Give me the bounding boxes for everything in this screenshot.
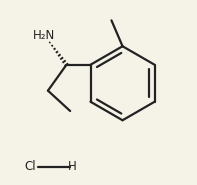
- Text: Cl: Cl: [24, 160, 36, 173]
- Text: H₂N: H₂N: [33, 29, 55, 42]
- Text: H: H: [68, 160, 77, 173]
